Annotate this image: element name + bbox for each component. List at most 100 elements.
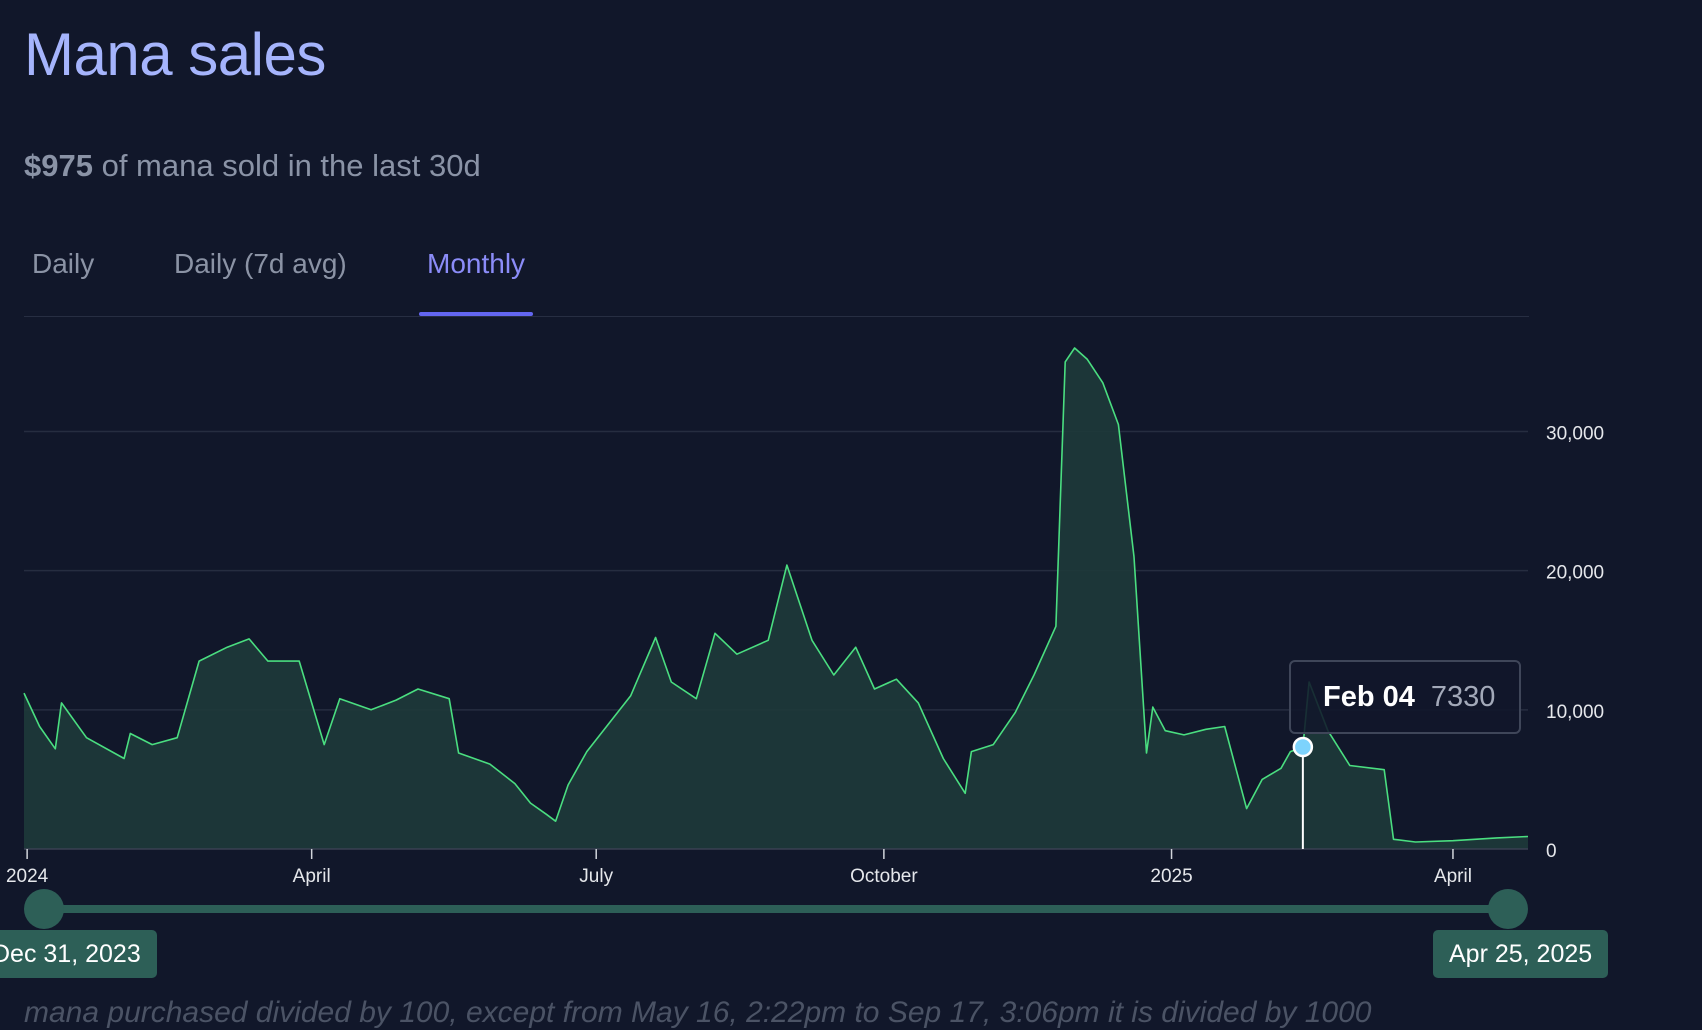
data-point	[247, 637, 251, 641]
data-point	[766, 638, 770, 642]
sales-summary-text: of mana sold in the last 30d	[92, 148, 481, 183]
data-point	[297, 659, 301, 663]
data-point	[1101, 381, 1105, 385]
data-point	[1451, 839, 1455, 843]
data-point	[991, 743, 995, 747]
data-point	[513, 782, 517, 786]
tab-daily[interactable]: Daily	[32, 248, 95, 279]
data-point	[266, 659, 270, 663]
range-end-handle[interactable]	[1488, 889, 1528, 929]
data-point	[607, 722, 611, 726]
data-point	[1085, 357, 1089, 361]
hover-marker	[1292, 736, 1314, 758]
data-point	[1279, 766, 1283, 770]
data-point	[1204, 727, 1208, 731]
data-point	[854, 645, 858, 649]
x-tick-label: October	[850, 866, 918, 887]
data-point	[197, 659, 201, 663]
range-end-label: Apr 25, 2025	[1433, 930, 1609, 978]
y-tick-label: 20,000	[1546, 563, 1604, 584]
data-point	[488, 762, 492, 766]
series-line	[23, 347, 1529, 843]
x-tick-label: 2024	[6, 866, 49, 887]
data-point	[554, 819, 558, 823]
data-point	[832, 673, 836, 677]
data-point	[322, 743, 326, 747]
data-point	[654, 636, 658, 640]
data-point	[1032, 673, 1036, 677]
data-point	[128, 732, 132, 736]
data-point	[1392, 837, 1396, 841]
data-point	[1182, 733, 1186, 737]
data-point	[457, 751, 461, 755]
x-tick-label: April	[1434, 866, 1472, 887]
data-point	[38, 725, 42, 729]
data-point	[894, 677, 898, 681]
data-point	[585, 750, 589, 754]
data-point	[1145, 751, 1149, 755]
data-point	[1013, 711, 1017, 715]
date-range-slider-track[interactable]	[44, 905, 1508, 913]
tooltip-date: Feb 04	[1323, 680, 1415, 713]
data-point	[1348, 764, 1352, 768]
data-point	[669, 680, 673, 684]
data-point	[1073, 346, 1077, 350]
data-point	[969, 750, 973, 754]
data-point	[1413, 840, 1417, 844]
tooltip-value: 7330	[1430, 680, 1496, 713]
data-point	[941, 757, 945, 761]
data-point	[150, 743, 154, 747]
data-point	[1260, 777, 1264, 781]
active-tab-indicator	[419, 312, 533, 316]
data-point	[1245, 807, 1249, 811]
data-point	[394, 698, 398, 702]
data-point	[60, 701, 64, 705]
y-tick-label: 0	[1546, 841, 1557, 862]
range-start-handle[interactable]	[24, 889, 64, 929]
tab-divider	[24, 316, 1529, 317]
data-point	[225, 645, 229, 649]
data-point	[1526, 835, 1530, 839]
page-title: Mana sales	[24, 21, 326, 88]
data-point	[369, 708, 373, 712]
data-point	[1063, 360, 1067, 364]
data-point	[810, 638, 814, 642]
sales-summary: $975 of mana sold in the last 30d	[24, 148, 481, 184]
data-point	[963, 791, 967, 795]
data-point	[122, 757, 126, 761]
data-point	[1116, 423, 1120, 427]
data-point	[566, 783, 570, 787]
x-tick-label: April	[293, 866, 331, 887]
data-point	[22, 691, 26, 695]
chart-tooltip: Feb 04 7330	[1289, 660, 1521, 734]
data-point	[629, 694, 633, 698]
mana-sales-chart[interactable]: 0 10,000 20,000 30,000 2024 April July October 2…	[0, 300, 1702, 890]
data-point	[1288, 750, 1292, 754]
data-point	[1495, 836, 1499, 840]
data-point	[785, 563, 789, 567]
x-tick-label: 2025	[1150, 866, 1192, 887]
data-point	[338, 697, 342, 701]
tab-monthly[interactable]: Monthly	[427, 248, 526, 279]
tab-daily-7d-avg[interactable]: Daily (7d avg)	[174, 248, 347, 279]
data-point	[694, 697, 698, 701]
data-point	[529, 801, 533, 805]
chart-footnote: mana purchased divided by 100, except fr…	[24, 996, 1372, 1029]
x-tick-label: July	[579, 866, 613, 887]
data-point	[1054, 624, 1058, 628]
series-area	[24, 348, 1528, 849]
data-point	[1132, 555, 1136, 559]
range-start-label: Dec 31, 2023	[0, 930, 157, 978]
data-point	[916, 701, 920, 705]
data-point	[1382, 768, 1386, 772]
data-point	[53, 747, 57, 751]
data-point	[175, 736, 179, 740]
sales-amount: $975	[24, 148, 93, 183]
data-point	[1151, 705, 1155, 709]
y-tick-label: 30,000	[1546, 424, 1604, 445]
data-point	[447, 697, 451, 701]
data-point	[85, 736, 89, 740]
y-tick-label: 10,000	[1546, 702, 1604, 723]
data-point	[873, 687, 877, 691]
data-point	[1223, 725, 1227, 729]
